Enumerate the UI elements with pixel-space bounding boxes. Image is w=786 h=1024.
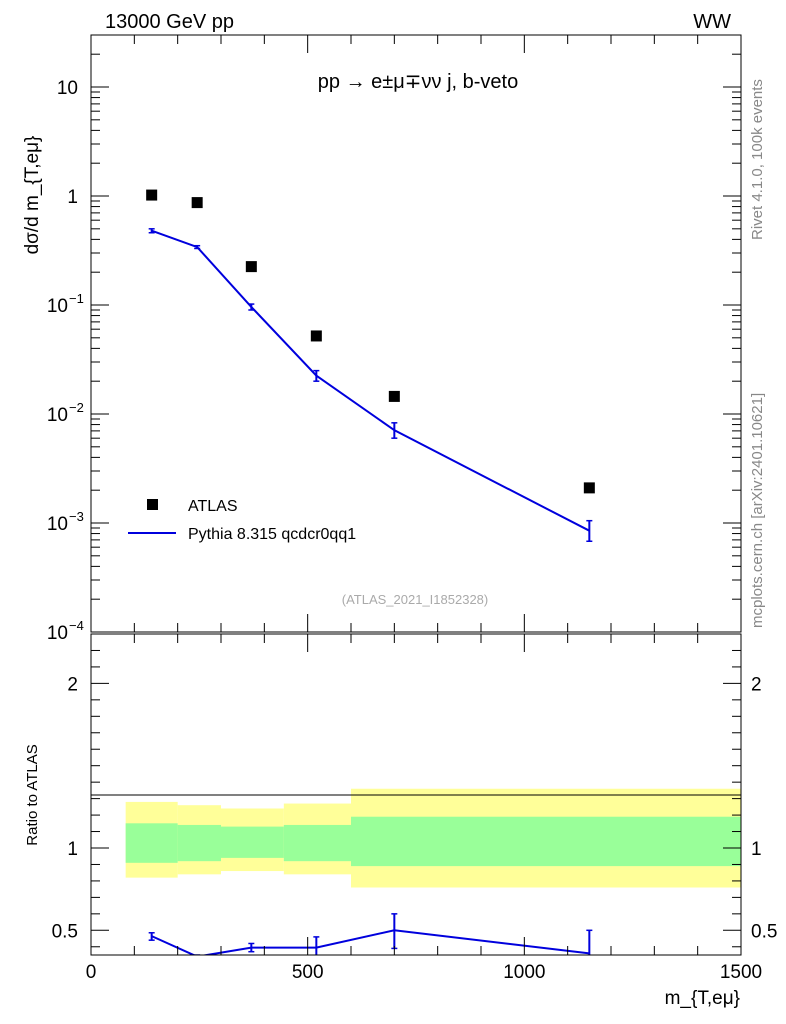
legend-mc-label: Pythia 8.315 qcdcr0qq1 <box>188 526 356 543</box>
atlas-data-point <box>191 197 203 209</box>
ratio-y-tick-label: 1 <box>67 839 78 860</box>
ratio-y-axis-label: Ratio to ATLAS <box>24 744 41 845</box>
ratio-bands <box>125 788 741 888</box>
x-tick-label: 1000 <box>503 962 545 983</box>
ratio-band-inner <box>221 826 284 858</box>
header-energy-label: 13000 GeV pp <box>105 11 234 33</box>
mcplots-label: mcplots.cern.ch [arXiv:2401.10621] <box>749 393 766 628</box>
main-title: pp → e±μ∓νν j, b-veto <box>318 71 518 93</box>
legend-atlas-label: ATLAS <box>188 498 238 515</box>
ratio-y-tick-label: 2 <box>67 674 78 695</box>
legend-atlas-marker <box>147 499 158 510</box>
atlas-data-point <box>388 390 400 402</box>
mc-line <box>151 229 590 532</box>
atlas-data-point <box>583 482 595 494</box>
main-frame <box>90 34 742 633</box>
ratio-y-tick-label-right: 2 <box>751 674 762 695</box>
y-tick-label: 10 <box>47 514 68 535</box>
ratio-y-tick-label: 0.5 <box>52 921 78 942</box>
atlas-data-point <box>310 330 322 342</box>
ratio-band-inner <box>351 816 741 867</box>
ratio-panel: 0.5 0.5 1 1 2 2 0 500 1000 1500 Ratio to ATLAS m_… <box>24 633 777 1009</box>
ratio-band-inner <box>283 824 351 862</box>
ratio-marks <box>148 913 593 955</box>
atlas-data-point <box>245 261 257 273</box>
y-tick-exponent: −3 <box>69 509 84 524</box>
x-tick-label: 1500 <box>720 962 762 983</box>
main-y-axis-label: dσ/d m_{T,eμ} <box>22 136 43 255</box>
y-tick-exponent: −1 <box>69 291 84 306</box>
rivet-version-label: Rivet 4.1.0, 100k events <box>749 79 766 240</box>
y-tick-exponent: −4 <box>69 618 84 633</box>
ratio-frame <box>90 633 742 956</box>
ratio-y-tick-label-right: 1 <box>751 839 762 860</box>
y-tick-exponent: −2 <box>69 400 84 415</box>
main-marks <box>146 189 595 543</box>
ratio-y-tick-label-right: 0.5 <box>751 921 777 942</box>
y-tick-label: 10 <box>57 78 78 99</box>
x-tick-label: 500 <box>292 962 324 983</box>
x-axis-label: m_{T,eμ} <box>665 988 740 1009</box>
header-process-label: WW <box>693 11 731 33</box>
x-tick-label: 0 <box>86 962 97 983</box>
y-tick-label: 10 <box>47 623 68 644</box>
analysis-watermark: (ATLAS_2021_I1852328) <box>342 592 488 607</box>
ratio-mc-line <box>151 929 590 955</box>
y-tick-label: 10 <box>47 405 68 426</box>
ratio-band-inner <box>177 824 221 862</box>
y-tick-label: 10 <box>47 296 68 317</box>
atlas-data-point <box>146 189 158 201</box>
y-tick-label: 1 <box>67 187 78 208</box>
ratio-band-inner <box>125 823 178 863</box>
legend: ATLAS Pythia 8.315 qcdcr0qq1 <box>128 498 356 543</box>
